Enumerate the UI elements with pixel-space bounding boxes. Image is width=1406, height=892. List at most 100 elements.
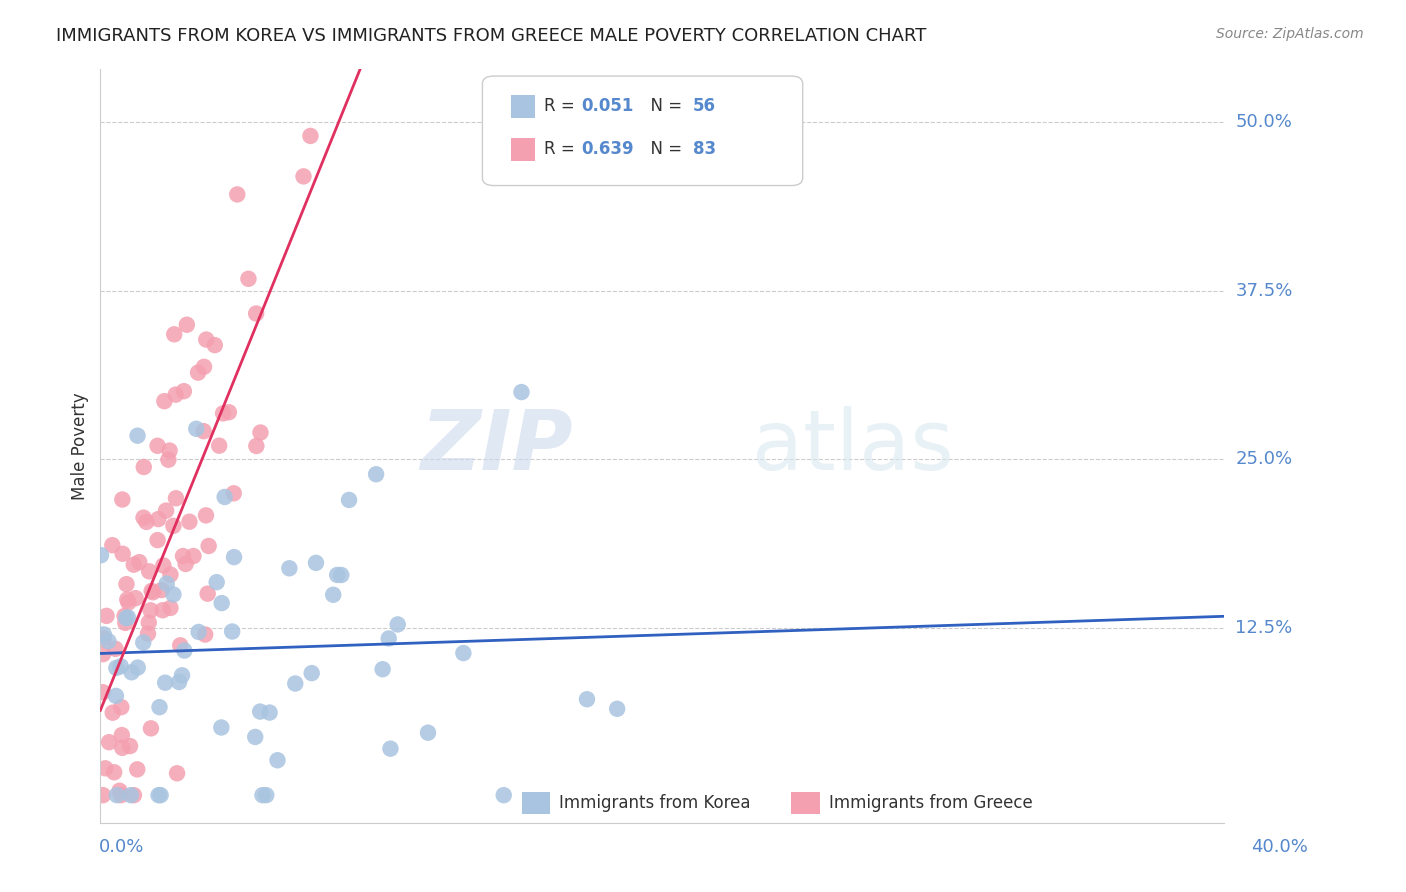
Point xyxy=(117,595,139,609)
Text: atlas: atlas xyxy=(752,406,953,486)
Point xyxy=(93,632,115,646)
Point xyxy=(173,384,195,399)
Point xyxy=(226,187,249,202)
Text: R =: R = xyxy=(544,140,581,158)
Point xyxy=(91,647,114,661)
Point xyxy=(278,561,301,575)
Y-axis label: Male Poverty: Male Poverty xyxy=(72,392,89,500)
Point xyxy=(205,575,228,590)
Point xyxy=(136,626,159,640)
Point xyxy=(111,547,134,561)
Point xyxy=(266,753,288,767)
Point xyxy=(110,788,132,802)
Point xyxy=(292,169,315,184)
Point xyxy=(254,788,277,802)
Point xyxy=(575,692,598,706)
Point xyxy=(103,765,125,780)
Point xyxy=(159,443,181,458)
Point xyxy=(149,788,172,802)
Text: 83: 83 xyxy=(693,140,716,158)
Point xyxy=(141,583,163,598)
Point xyxy=(252,788,274,802)
Point xyxy=(153,675,176,690)
Point xyxy=(166,766,188,780)
Point xyxy=(135,515,157,529)
Point xyxy=(132,635,155,649)
Point xyxy=(152,603,174,617)
Point xyxy=(380,741,402,756)
Point xyxy=(222,550,245,565)
Point xyxy=(121,665,143,680)
Point xyxy=(169,638,191,652)
Text: Immigrants from Korea: Immigrants from Korea xyxy=(558,794,751,812)
Point xyxy=(337,492,360,507)
Point xyxy=(159,601,181,615)
Point xyxy=(179,515,201,529)
Point xyxy=(172,549,194,563)
Point xyxy=(245,439,267,453)
Point xyxy=(606,702,628,716)
Point xyxy=(492,788,515,802)
Text: N =: N = xyxy=(640,140,688,158)
Point xyxy=(176,318,198,332)
Point xyxy=(187,624,209,639)
Point xyxy=(162,519,184,533)
Point xyxy=(173,643,195,657)
Point xyxy=(170,668,193,682)
Point xyxy=(214,490,236,504)
Point xyxy=(187,366,209,380)
Text: 12.5%: 12.5% xyxy=(1236,619,1292,637)
Bar xyxy=(792,792,820,814)
Point xyxy=(194,627,217,641)
Point xyxy=(364,467,387,482)
Point xyxy=(156,576,179,591)
Point xyxy=(249,425,271,440)
Text: Immigrants from Greece: Immigrants from Greece xyxy=(828,794,1032,812)
Point xyxy=(127,660,149,674)
Point xyxy=(150,583,173,598)
Text: N =: N = xyxy=(640,97,688,115)
Point xyxy=(148,788,170,802)
Point xyxy=(111,492,134,507)
Point xyxy=(153,394,176,409)
Text: IMMIGRANTS FROM KOREA VS IMMIGRANTS FROM GREECE MALE POVERTY CORRELATION CHART: IMMIGRANTS FROM KOREA VS IMMIGRANTS FROM… xyxy=(56,27,927,45)
Point xyxy=(211,596,233,610)
Point xyxy=(197,539,219,553)
Point xyxy=(209,721,232,735)
Text: R =: R = xyxy=(544,97,581,115)
Point xyxy=(330,568,353,582)
Point xyxy=(221,624,243,639)
Point xyxy=(115,577,138,591)
Point xyxy=(118,739,141,753)
Point xyxy=(322,588,344,602)
Point xyxy=(132,510,155,524)
Point xyxy=(117,610,139,624)
Point xyxy=(197,587,219,601)
Point xyxy=(146,439,169,453)
Bar xyxy=(522,792,550,814)
Point xyxy=(148,700,170,714)
Point xyxy=(108,784,131,798)
Text: 25.0%: 25.0% xyxy=(1236,450,1292,468)
Text: 0.0%: 0.0% xyxy=(98,838,143,855)
Point xyxy=(238,272,260,286)
Point xyxy=(128,555,150,569)
Point xyxy=(299,128,322,143)
Point xyxy=(90,548,112,562)
Point xyxy=(94,761,117,775)
Point xyxy=(195,333,218,347)
Point xyxy=(101,706,124,720)
Point xyxy=(157,452,180,467)
Point xyxy=(105,788,128,802)
Point xyxy=(259,706,281,720)
Point xyxy=(114,609,136,624)
Point xyxy=(167,675,190,690)
Point xyxy=(162,587,184,601)
Point xyxy=(127,763,149,777)
Point xyxy=(93,627,115,641)
Point xyxy=(146,533,169,548)
Point xyxy=(132,460,155,475)
Point xyxy=(208,439,231,453)
Point xyxy=(174,557,197,571)
Point xyxy=(218,405,240,419)
